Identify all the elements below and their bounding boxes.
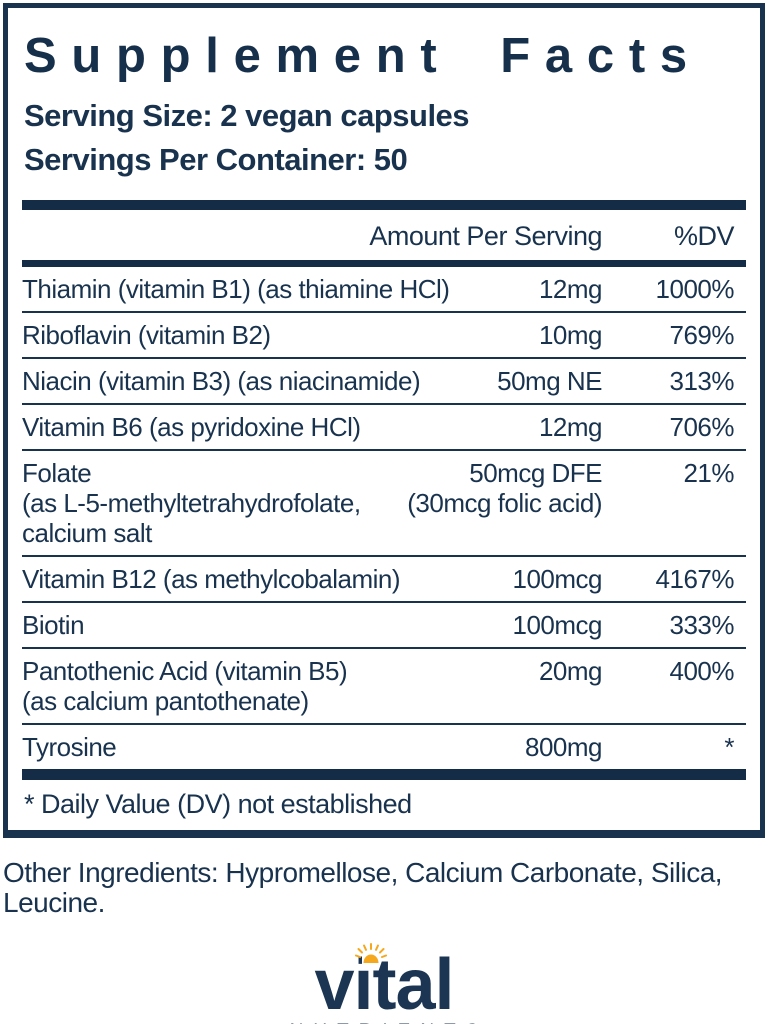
nutrient-amount: 12mg [538, 412, 603, 442]
divider-bar-thick [22, 200, 746, 210]
divider-bar-header [22, 260, 746, 267]
nutrient-dv: 706% [669, 412, 735, 442]
table-header-row: Amount Per Serving %DV [22, 210, 746, 260]
logo-brand: vital [314, 943, 455, 1021]
nutrient-dv: 1000% [655, 274, 735, 304]
nutrient-amount: 12mg [538, 274, 603, 304]
sun-icon [355, 943, 388, 963]
nutrient-amount: 50mg NE [497, 366, 602, 396]
nutrient-dv: 769% [669, 320, 735, 350]
nutrient-name: Riboflavin (vitamin B2) [22, 320, 271, 350]
servings-per-container: Servings Per Container: 50 [24, 142, 408, 177]
other-ingredients-text: Other Ingredients: Hypromellose, Calcium… [3, 857, 723, 918]
nutrient-name: Pantothenic Acid (vitamin B5) (as calciu… [22, 656, 539, 716]
nutrient-amount-line: (30mcg folic acid) [407, 488, 602, 518]
nutrient-amount: 100mcg [512, 564, 603, 594]
table-row-biotin: Biotin 100mcg 333% [22, 601, 746, 647]
nutrient-table: Thiamin (vitamin B1) (as thiamine HCl) 1… [22, 267, 746, 769]
nutrient-amount: 20mg [538, 656, 603, 686]
nutrient-name: Vitamin B6 (as pyridoxine HCl) [22, 412, 361, 442]
table-row-thiamin: Thiamin (vitamin B1) (as thiamine HCl) 1… [22, 267, 746, 311]
table-row-riboflavin: Riboflavin (vitamin B2) 10mg 769% [22, 311, 746, 357]
table-row-vitamin-b12: Vitamin B12 (as methylcobalamin) 100mcg … [22, 555, 746, 601]
serving-size: Serving Size: 2 vegan capsules [24, 98, 470, 133]
nutrient-name: Vitamin B12 (as methylcobalamin) [22, 564, 401, 594]
table-row-tyrosine: Tyrosine 800mg * [22, 723, 746, 769]
nutrient-name-line: (as calcium pantothenate) [22, 686, 309, 716]
supplement-facts-title: Supplement Facts [24, 29, 702, 83]
nutrient-dv: 313% [669, 366, 735, 396]
vital-nutrients-logo: vital NUTRIENTS [0, 943, 768, 1024]
supplement-facts-panel: Supplement Facts Serving Size: 2 vegan c… [3, 3, 765, 838]
nutrient-dv: 333% [669, 610, 735, 640]
nutrient-name: Niacin (vitamin B3) (as niacinamide) [22, 366, 421, 396]
nutrient-amount: 100mcg [512, 610, 603, 640]
nutrient-name: Thiamin (vitamin B1) (as thiamine HCl) [22, 274, 450, 304]
logo-name-text: NUTRIENTS [0, 1022, 768, 1024]
nutrient-name: Folate (as L-5-methyltetrahydrofolate, c… [22, 458, 407, 548]
logo-brand-text: vital [314, 945, 454, 1024]
table-row-pantothenic-acid: Pantothenic Acid (vitamin B5) (as calciu… [22, 647, 746, 723]
nutrient-dv: * [724, 732, 734, 762]
nutrient-amount: 800mg [525, 732, 603, 762]
daily-value-footnote: * Daily Value (DV) not established [24, 789, 412, 819]
nutrient-dv: 400% [669, 656, 735, 686]
nutrient-name: Biotin [22, 610, 85, 640]
nutrient-name-line: (as L-5-methyltetrahydrofolate, [22, 488, 361, 518]
nutrient-amount: 10mg [538, 320, 603, 350]
divider-bar-footer [22, 769, 746, 780]
nutrient-name-line: calcium salt [22, 518, 152, 548]
nutrient-name-line: Pantothenic Acid (vitamin B5) [22, 656, 348, 686]
table-row-niacin: Niacin (vitamin B3) (as niacinamide) 50m… [22, 357, 746, 403]
nutrient-amount: 50mcg DFE (30mcg folic acid) [407, 458, 602, 518]
table-row-folate: Folate (as L-5-methyltetrahydrofolate, c… [22, 449, 746, 555]
nutrient-dv: 21% [683, 458, 734, 488]
nutrient-amount-line: 50mcg DFE [469, 458, 602, 488]
table-row-vitamin-b6: Vitamin B6 (as pyridoxine HCl) 12mg 706% [22, 403, 746, 449]
nutrient-dv: 4167% [655, 564, 735, 594]
nutrient-name-line: Folate [22, 458, 92, 488]
nutrient-name: Tyrosine [22, 732, 117, 762]
header-percent-dv: %DV [673, 221, 735, 251]
header-amount-per-serving: Amount Per Serving [369, 221, 602, 251]
